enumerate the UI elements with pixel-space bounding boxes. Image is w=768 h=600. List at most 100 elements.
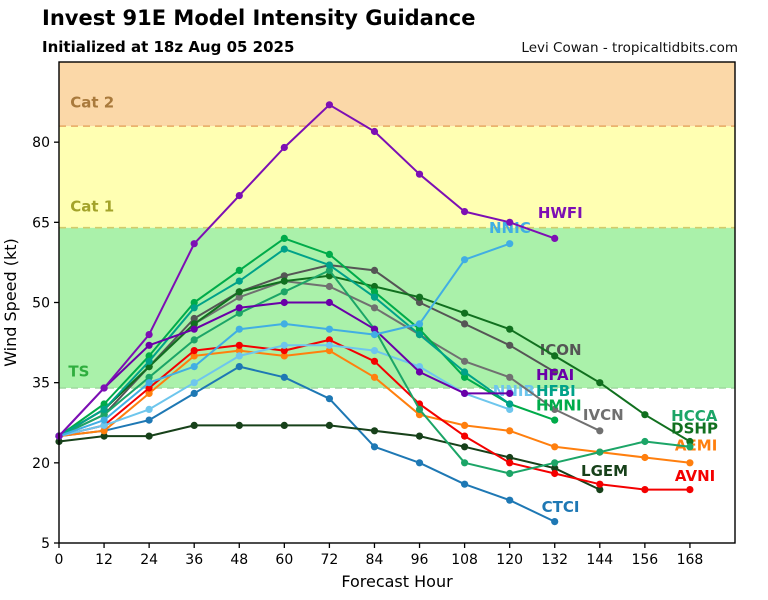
x-tick-label: 156	[631, 552, 658, 568]
x-tick-label: 36	[185, 552, 203, 568]
y-tick-label: 65	[32, 215, 50, 231]
x-tick-label: 132	[541, 552, 568, 568]
data-point-aemi-h156	[641, 453, 649, 462]
data-point-icon-h132	[551, 368, 559, 376]
data-point-hwfi-h72	[325, 101, 333, 109]
band-tropical-storm	[59, 227, 735, 389]
x-tick-label: 120	[496, 552, 523, 568]
data-point-lgem-h48	[235, 421, 243, 429]
data-point-nnib-h36	[190, 379, 198, 387]
x-tick-label: 96	[411, 552, 429, 568]
data-point-avni-h108	[461, 432, 469, 440]
data-point-hwfi-h96	[415, 170, 424, 178]
data-point-hmni-h48	[235, 266, 243, 274]
data-point-icon-h84	[370, 266, 379, 274]
series-label-lgem: LGEM	[581, 462, 628, 480]
data-point-hcca-h108	[461, 459, 469, 467]
data-point-aemi-h84	[370, 373, 379, 381]
data-point-nnic-h36	[190, 363, 198, 371]
data-point-hfai-h24	[145, 341, 153, 349]
data-point-hcca-h72	[325, 266, 333, 274]
threshold-label-cat-1: Cat 1	[70, 198, 114, 216]
page-title: Invest 91E Model Intensity Guidance	[42, 6, 476, 30]
data-point-hfai-h72	[325, 298, 333, 307]
series-label-avni: AVNI	[675, 467, 715, 485]
data-point-nnic-h72	[325, 325, 333, 333]
data-point-hwfi-h120	[506, 218, 514, 226]
threshold-label-ts: TS	[68, 362, 89, 380]
data-point-hfai-h96	[415, 368, 424, 376]
data-point-lgem-h120	[506, 453, 514, 462]
data-point-hmni-h60	[280, 234, 288, 242]
x-tick-label: 168	[677, 552, 704, 568]
data-point-nnib-h60	[280, 341, 288, 349]
data-point-hfbi-h24	[145, 357, 153, 365]
data-point-nnic-h84	[370, 331, 379, 339]
data-point-hcca-h120	[506, 469, 514, 478]
data-point-hwfi-h24	[145, 331, 153, 339]
data-point-avni-h24	[145, 384, 153, 392]
data-point-icon-h120	[506, 341, 514, 349]
data-point-nnic-h108	[461, 256, 469, 264]
data-point-hfbi-h72	[325, 261, 333, 269]
data-point-hfbi-h12	[100, 405, 108, 413]
data-point-hwfi-h84	[370, 127, 379, 136]
data-point-avni-h156	[641, 486, 649, 494]
data-point-icon-h36	[190, 314, 198, 323]
series-label-hwfi: HWFI	[538, 204, 583, 222]
data-point-dshp-h96	[415, 293, 424, 301]
data-point-avni-h48	[235, 341, 243, 349]
data-point-hcca-h156	[641, 437, 649, 446]
data-point-hmni-h36	[190, 298, 198, 307]
data-point-ctci-h108	[461, 480, 469, 488]
data-point-dshp-h132	[551, 352, 559, 360]
data-point-ivcn-h108	[461, 357, 469, 365]
data-point-hcca-h144	[596, 448, 604, 456]
data-point-nnic-h24	[145, 379, 153, 387]
data-point-lgem-h12	[100, 432, 108, 440]
data-point-lgem-h132	[551, 464, 559, 472]
data-point-aemi-h108	[461, 421, 469, 429]
data-point-nnic-h120	[506, 240, 514, 248]
data-point-ctci-h120	[506, 496, 514, 504]
data-point-hfai-h84	[370, 325, 379, 333]
band-cat-1	[59, 126, 735, 228]
data-point-nnib-h12	[100, 421, 108, 429]
x-tick-label: 12	[95, 552, 113, 568]
data-point-ivcn-h72	[325, 282, 333, 291]
data-point-hwfi-h12	[100, 384, 108, 392]
data-point-ctci-h72	[325, 395, 333, 403]
x-axis-title: Forecast Hour	[341, 572, 453, 591]
series-markers-hfbi	[55, 245, 514, 440]
series-markers-hwfi	[55, 101, 559, 440]
data-point-hcca-h60	[280, 288, 288, 296]
data-point-lgem-h60	[280, 421, 288, 429]
data-point-nnic-h96	[415, 320, 424, 328]
series-label-hfbi: HFBI	[536, 382, 576, 400]
data-point-aemi-h12	[100, 427, 108, 435]
data-point-hmni-h72	[325, 250, 333, 258]
x-tick-label: 48	[230, 552, 248, 568]
data-point-hcca-h168	[686, 443, 694, 451]
data-point-hcca-h132	[551, 459, 559, 467]
series-label-aemi: AEMI	[675, 437, 717, 455]
data-point-hmni-h96	[415, 325, 424, 333]
data-point-hfai-h60	[280, 298, 288, 307]
x-tick-label: 72	[320, 552, 338, 568]
data-point-lgem-h144	[596, 486, 604, 494]
series-markers-lgem	[55, 421, 604, 494]
data-point-hfbi-h48	[235, 277, 243, 285]
data-point-ctci-h132	[551, 518, 559, 526]
y-axis-ticks: 5 20 35 50 65 80	[32, 135, 59, 552]
series-label-dshp: DSHP	[671, 419, 718, 437]
data-point-lgem-h36	[190, 421, 198, 429]
x-axis-ticks: 0 12 24 36 48 60 72 84 96 108 120 132 144 156 168	[55, 543, 704, 568]
data-point-aemi-h120	[506, 427, 514, 435]
data-point-hfbi-h96	[415, 331, 424, 339]
x-tick-label: 144	[586, 552, 613, 568]
data-point-avni-h168	[686, 486, 694, 494]
data-point-avni-h132	[551, 469, 559, 478]
data-point-ctci-h36	[190, 389, 198, 397]
data-point-hcca-h96	[415, 405, 424, 413]
data-point-dshp-h156	[641, 411, 649, 419]
